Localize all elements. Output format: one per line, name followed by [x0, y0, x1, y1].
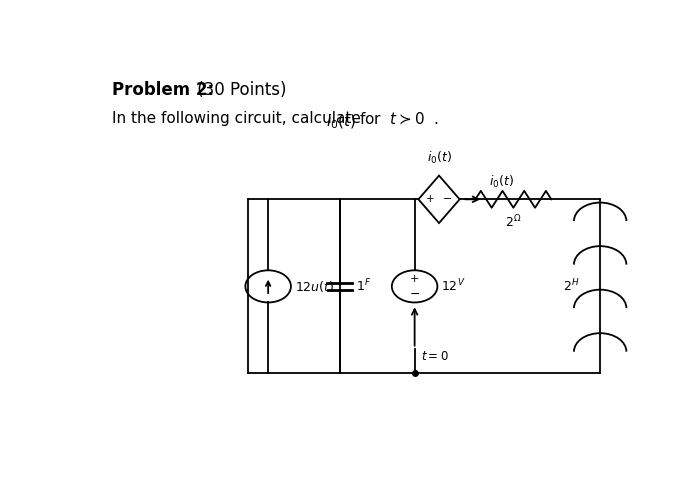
Text: $12u(t)$: $12u(t)$ — [295, 279, 334, 294]
Text: for  $t\succ0$  .: for $t\succ0$ . — [358, 111, 439, 127]
Text: $i_0(t)$: $i_0(t)$ — [426, 150, 452, 166]
Text: +: + — [410, 274, 419, 284]
Text: $t=0$: $t=0$ — [421, 350, 449, 363]
Text: (30 Points): (30 Points) — [193, 81, 287, 99]
Text: $1^F$: $1^F$ — [356, 278, 371, 295]
Text: $2^H$: $2^H$ — [563, 278, 580, 295]
Text: Problem 2:: Problem 2: — [112, 81, 214, 99]
Text: −: − — [410, 288, 420, 301]
Text: −: − — [443, 194, 452, 204]
Text: +: + — [426, 194, 435, 204]
Text: $i_0(t)$: $i_0(t)$ — [489, 173, 514, 190]
Text: $12^V$: $12^V$ — [441, 278, 466, 295]
Text: In the following circuit, calculate: In the following circuit, calculate — [112, 111, 365, 126]
Text: $2^{\Omega}$: $2^{\Omega}$ — [505, 214, 522, 231]
Text: $i_0(t)$: $i_0(t)$ — [326, 112, 356, 131]
